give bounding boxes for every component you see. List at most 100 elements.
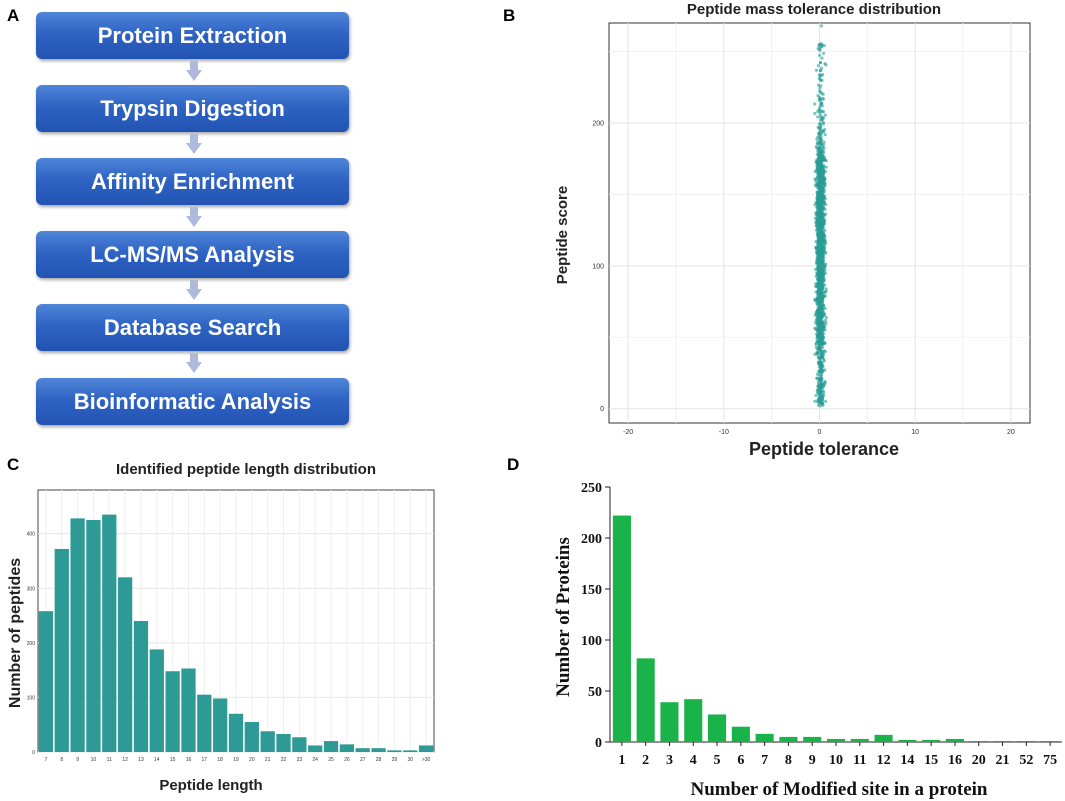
- scatter-point: [817, 122, 821, 126]
- y-tick-label: 150: [581, 583, 602, 598]
- scatter-point: [822, 231, 826, 235]
- scatter-point: [816, 167, 820, 171]
- x-tick-label: 10: [911, 429, 919, 436]
- scatter-point: [817, 396, 821, 400]
- scatter-point: [822, 234, 826, 238]
- scatter-point: [819, 232, 823, 237]
- bar: [213, 698, 228, 752]
- scatter-point: [819, 243, 824, 247]
- x-tick-label: 6: [737, 753, 744, 768]
- scatter-point: [816, 64, 821, 68]
- scatter-point: [815, 228, 819, 232]
- x-tick-label: 25: [328, 757, 334, 763]
- chart-title: Identified peptide length distribution: [116, 461, 376, 478]
- scatter-point: [816, 186, 820, 190]
- scatter-point: [820, 309, 825, 313]
- scatter-point: [819, 361, 824, 365]
- scatter-point: [815, 198, 820, 203]
- scatter-point: [821, 204, 825, 209]
- scatter-point: [819, 257, 823, 261]
- down-arrow-icon: [186, 207, 202, 227]
- scatter-point: [823, 239, 827, 243]
- scatter-point: [815, 341, 819, 345]
- scatter-point: [820, 101, 824, 105]
- scatter-point: [818, 98, 822, 102]
- scatter-point: [821, 393, 825, 397]
- y-tick-label: 0: [595, 736, 602, 751]
- x-tick-label: 17: [202, 757, 208, 763]
- scatter-point: [822, 44, 827, 48]
- scatter-point: [823, 380, 827, 384]
- scatter-point: [818, 235, 822, 240]
- panel-letter-a: A: [7, 6, 20, 25]
- scatter-point: [815, 218, 819, 222]
- bar: [1017, 740, 1036, 742]
- y-axis-label: Number of Proteins: [553, 537, 574, 697]
- scatter-point: [819, 137, 823, 141]
- y-tick-label: 100: [27, 695, 36, 701]
- scatter-point: [815, 281, 820, 285]
- scatter-point: [818, 281, 822, 285]
- scatter-point: [819, 149, 824, 154]
- x-tick-label: 9: [809, 753, 816, 768]
- scatter-point: [815, 335, 819, 339]
- scatter-point: [821, 51, 826, 55]
- scatter-point: [819, 390, 823, 394]
- scatter-point: [819, 43, 824, 47]
- y-tick-label: 0: [32, 750, 35, 756]
- x-tick-label: -10: [719, 429, 729, 436]
- scatter-point: [820, 128, 824, 133]
- x-tick-label: 52: [1019, 753, 1033, 768]
- scatter-point: [819, 114, 823, 119]
- scatter-point: [818, 131, 822, 135]
- scatter-point: [822, 279, 826, 283]
- step-affinity-enrichment: Affinity Enrichment: [36, 158, 349, 205]
- scatter-point: [816, 325, 820, 329]
- scatter-point: [813, 399, 817, 403]
- scatter-point: [823, 181, 827, 186]
- scatter-point: [813, 102, 817, 106]
- down-arrow-icon: [186, 61, 202, 81]
- x-tick-label: 21: [996, 753, 1010, 768]
- bar: [993, 740, 1012, 742]
- scatter-point: [819, 317, 823, 321]
- y-tick-label: 400: [27, 532, 36, 538]
- scatter-point: [816, 161, 820, 165]
- scatter-point: [821, 271, 825, 276]
- scatter-point: [814, 393, 818, 398]
- panel-letter-d: D: [507, 455, 520, 474]
- scatter-point: [816, 259, 821, 264]
- scatter-point: [824, 287, 828, 291]
- x-tick-label: 27: [360, 757, 366, 763]
- scatter-point: [822, 263, 826, 267]
- x-tick-label: 20: [972, 753, 986, 768]
- scatter-point: [821, 332, 826, 336]
- scatter-point: [819, 78, 823, 83]
- scatter-point: [818, 404, 823, 408]
- bar: [850, 738, 869, 742]
- scatter-point: [819, 329, 823, 333]
- scatter-point: [815, 352, 820, 356]
- scatter-point: [816, 115, 820, 119]
- scatter-point: [820, 178, 824, 183]
- scatter-point: [818, 379, 823, 383]
- scatter-point: [814, 68, 819, 72]
- scatter-point: [821, 212, 825, 217]
- x-tick-label: 14: [154, 757, 160, 763]
- scatter-point: [818, 89, 822, 93]
- scatter-point: [820, 56, 824, 60]
- scatter-point: [824, 399, 828, 404]
- bar: [418, 745, 434, 752]
- scatter-point: [816, 204, 821, 208]
- x-tick-label: >30: [422, 757, 431, 763]
- scatter-point: [816, 254, 821, 258]
- scatter-point: [820, 345, 825, 349]
- scatter-point: [818, 224, 822, 228]
- scatter-point: [818, 265, 823, 270]
- bar-chart-modified-sites: Number of Proteins Number of Modified si…: [553, 481, 1062, 800]
- scatter-point: [821, 354, 825, 358]
- scatter-point: [816, 142, 820, 146]
- bar: [165, 671, 180, 752]
- scatter-point: [820, 91, 824, 95]
- x-tick-label: 26: [344, 757, 350, 763]
